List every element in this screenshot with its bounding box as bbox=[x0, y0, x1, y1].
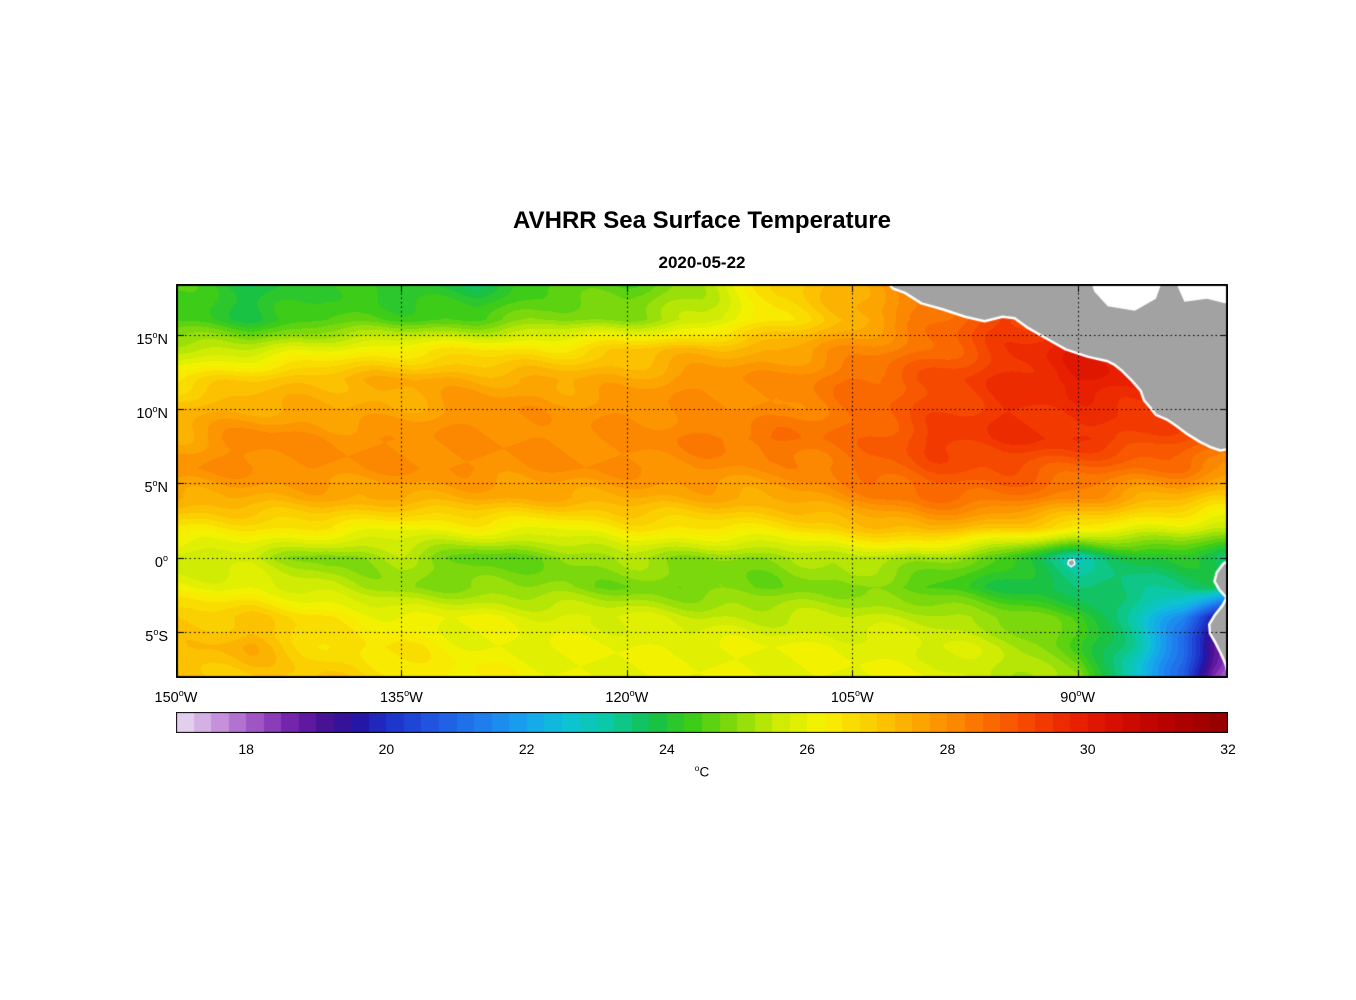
x-tick-label: 105oW bbox=[830, 688, 874, 706]
chart-title: AVHRR Sea Surface Temperature bbox=[513, 207, 891, 234]
y-tick-label: 0o bbox=[154, 552, 168, 571]
colorbar-tick-label: 32 bbox=[1220, 741, 1236, 757]
colorbar-tick-label: 26 bbox=[799, 741, 815, 757]
colorbar-canvas bbox=[176, 712, 1228, 733]
colorbar-unit-label: oC bbox=[694, 763, 710, 780]
colorbar-tick-label: 22 bbox=[518, 741, 535, 757]
x-tick-label: 120oW bbox=[605, 688, 649, 706]
colorbar-tick-label: 30 bbox=[1079, 741, 1096, 757]
colorbar-tick-label: 18 bbox=[238, 741, 254, 757]
y-tick-label: 10oN bbox=[136, 403, 168, 422]
x-tick-label: 90oW bbox=[1060, 688, 1096, 706]
colorbar-tick-label: 20 bbox=[378, 741, 395, 757]
colorbar-tick-label: 28 bbox=[939, 741, 956, 757]
y-tick-label: 5oN bbox=[144, 478, 168, 497]
chart-subtitle: 2020-05-22 bbox=[658, 253, 746, 272]
x-tick-label: 150oW bbox=[154, 688, 198, 706]
y-tick-label: 15oN bbox=[136, 329, 168, 348]
colorbar-tick-label: 24 bbox=[659, 741, 675, 757]
sst-map-canvas bbox=[176, 284, 1228, 678]
y-tick-label: 5oS bbox=[145, 626, 168, 645]
x-tick-label: 135oW bbox=[379, 688, 423, 706]
